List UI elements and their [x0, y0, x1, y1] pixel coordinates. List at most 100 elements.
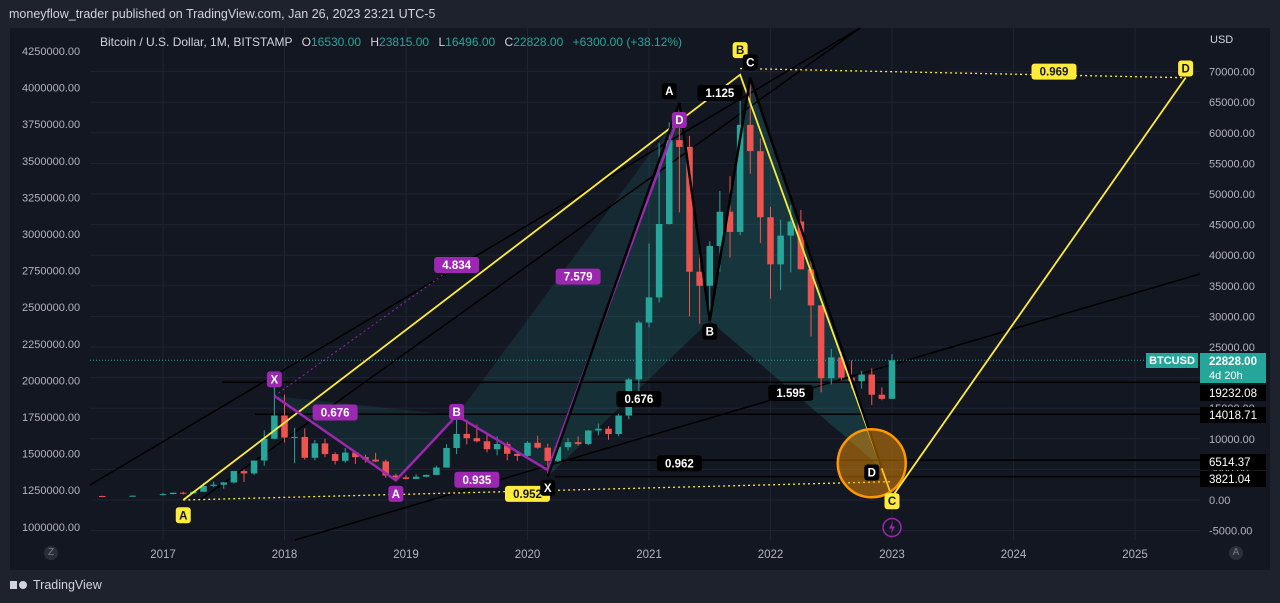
legend-high: 23815.00	[379, 35, 430, 49]
candle-body	[544, 447, 551, 461]
symbol-tag-bg	[1146, 353, 1198, 368]
chart-pane[interactable]	[10, 28, 1270, 570]
yellow-dotted-bd	[740, 67, 1186, 79]
left-axis-tick: 2250000.00	[22, 339, 80, 351]
candle-body	[564, 442, 572, 448]
candle-body	[331, 454, 339, 461]
level-tag-bg	[1200, 407, 1266, 423]
candle-body	[605, 428, 612, 435]
pattern-label: 0.962	[665, 458, 694, 470]
candle-body	[747, 124, 754, 152]
pattern-label: A	[392, 489, 400, 501]
left-axis-tick: 1250000.00	[22, 485, 80, 497]
candle-body	[696, 271, 703, 286]
left-axis-tick: 2750000.00	[22, 266, 80, 278]
candle-body	[666, 140, 673, 224]
candle-body	[635, 322, 643, 380]
candle-body	[301, 436, 308, 458]
pattern-label: 0.969	[1040, 67, 1069, 79]
left-axis-tick: 4250000.00	[22, 46, 80, 58]
left-axis-tick: 2500000.00	[22, 302, 80, 314]
candle-body	[585, 430, 592, 445]
candle-body	[777, 235, 784, 265]
pattern-label: B	[706, 327, 714, 339]
pattern-label-bg	[616, 391, 662, 408]
black-xabcd-pattern	[546, 77, 884, 477]
price-tag: 22828.00	[1209, 356, 1257, 368]
x-axis-tick: 2020	[515, 549, 541, 561]
left-axis-tick: 2000000.00	[22, 375, 80, 387]
candle-body	[321, 443, 329, 455]
candle-body	[554, 447, 562, 461]
candle-body	[817, 305, 825, 379]
candle-body	[868, 374, 875, 395]
pattern-label-bg	[540, 479, 556, 496]
auto-scale-icon[interactable]: A	[1229, 546, 1243, 560]
candle-body	[828, 357, 835, 379]
pattern-label-bg	[266, 371, 282, 388]
pattern-label-bg	[175, 507, 191, 524]
x-axis-tick: 2024	[1001, 549, 1027, 561]
pattern-label-bg	[864, 464, 880, 481]
pattern-label-bg	[742, 54, 758, 71]
candle-body	[220, 482, 227, 485]
candle-body	[726, 211, 734, 232]
candle-body	[200, 485, 207, 492]
candle-body	[443, 447, 450, 468]
x-axis: 2017 2018 2019 2020 2021 2022 2023 2024 2025	[150, 549, 1148, 561]
left-axis: 4250000.00 4000000.00 3750000.00 3500000.00…	[22, 46, 80, 534]
pattern-label: 0.676	[624, 394, 653, 406]
right-axis-tick: 35000.00	[1209, 281, 1255, 293]
legend-change: +6300.00 (+38.12%)	[572, 35, 683, 49]
pattern-label: 1.595	[776, 388, 805, 400]
left-axis-tick: 4000000.00	[22, 83, 80, 95]
level-tag-bg	[1200, 385, 1266, 401]
candle-body	[504, 444, 511, 454]
level-tag: 19232.08	[1209, 388, 1257, 400]
candle-body	[342, 452, 349, 461]
footer-brand[interactable]: TradingView	[10, 578, 102, 592]
legend-close-key: C	[504, 35, 514, 49]
pattern-label-bg	[1178, 60, 1194, 77]
tradingview-logo-icon	[10, 579, 28, 591]
pattern-label: D	[675, 115, 683, 127]
left-axis-tick: 3000000.00	[22, 229, 80, 241]
candle-body	[838, 357, 845, 378]
right-axis-tick: 30000.00	[1209, 311, 1255, 323]
pattern-label-bg	[434, 256, 480, 273]
candle-body	[412, 476, 420, 479]
candle-body	[210, 484, 217, 486]
right-axis: 70000.00 65000.00 60000.00 55000.00 50000.00…	[1146, 28, 1270, 570]
candle-body	[514, 453, 521, 456]
candle-body	[574, 442, 582, 445]
left-axis-tick: 3750000.00	[22, 119, 80, 131]
trend-line-1	[89, 27, 861, 486]
highlight-circle	[836, 428, 907, 499]
candle-body	[392, 475, 400, 478]
level-tag: 14018.71	[1209, 410, 1257, 422]
pattern-label: 1.125	[705, 88, 734, 100]
event-icon	[882, 517, 902, 538]
candle-body	[382, 461, 389, 476]
candle-body	[807, 269, 815, 306]
candle-body	[230, 471, 238, 483]
zoom-reset-icon[interactable]: Z	[44, 546, 58, 560]
purple-bcd-fill	[456, 114, 680, 471]
candle-body	[787, 221, 794, 236]
pattern-label-bg	[656, 455, 702, 472]
publish-bar: moneyflow_trader published on TradingVie…	[0, 0, 1280, 28]
grid	[90, 28, 1200, 540]
candle-body	[595, 428, 602, 431]
candle-body	[463, 433, 470, 439]
candle-body	[261, 438, 268, 461]
x-axis-tick: 2021	[636, 549, 662, 561]
pattern-label-bg	[1031, 63, 1077, 80]
candle-body	[180, 492, 187, 494]
pattern-label: 7.579	[564, 272, 593, 284]
candle-body	[159, 494, 167, 496]
right-axis-bg	[1200, 28, 1270, 570]
candle-body	[453, 433, 460, 448]
pattern-label: B	[736, 45, 744, 57]
legend-symbol: Bitcoin / U.S. Dollar, 1M, BITSTAMP	[100, 35, 293, 49]
